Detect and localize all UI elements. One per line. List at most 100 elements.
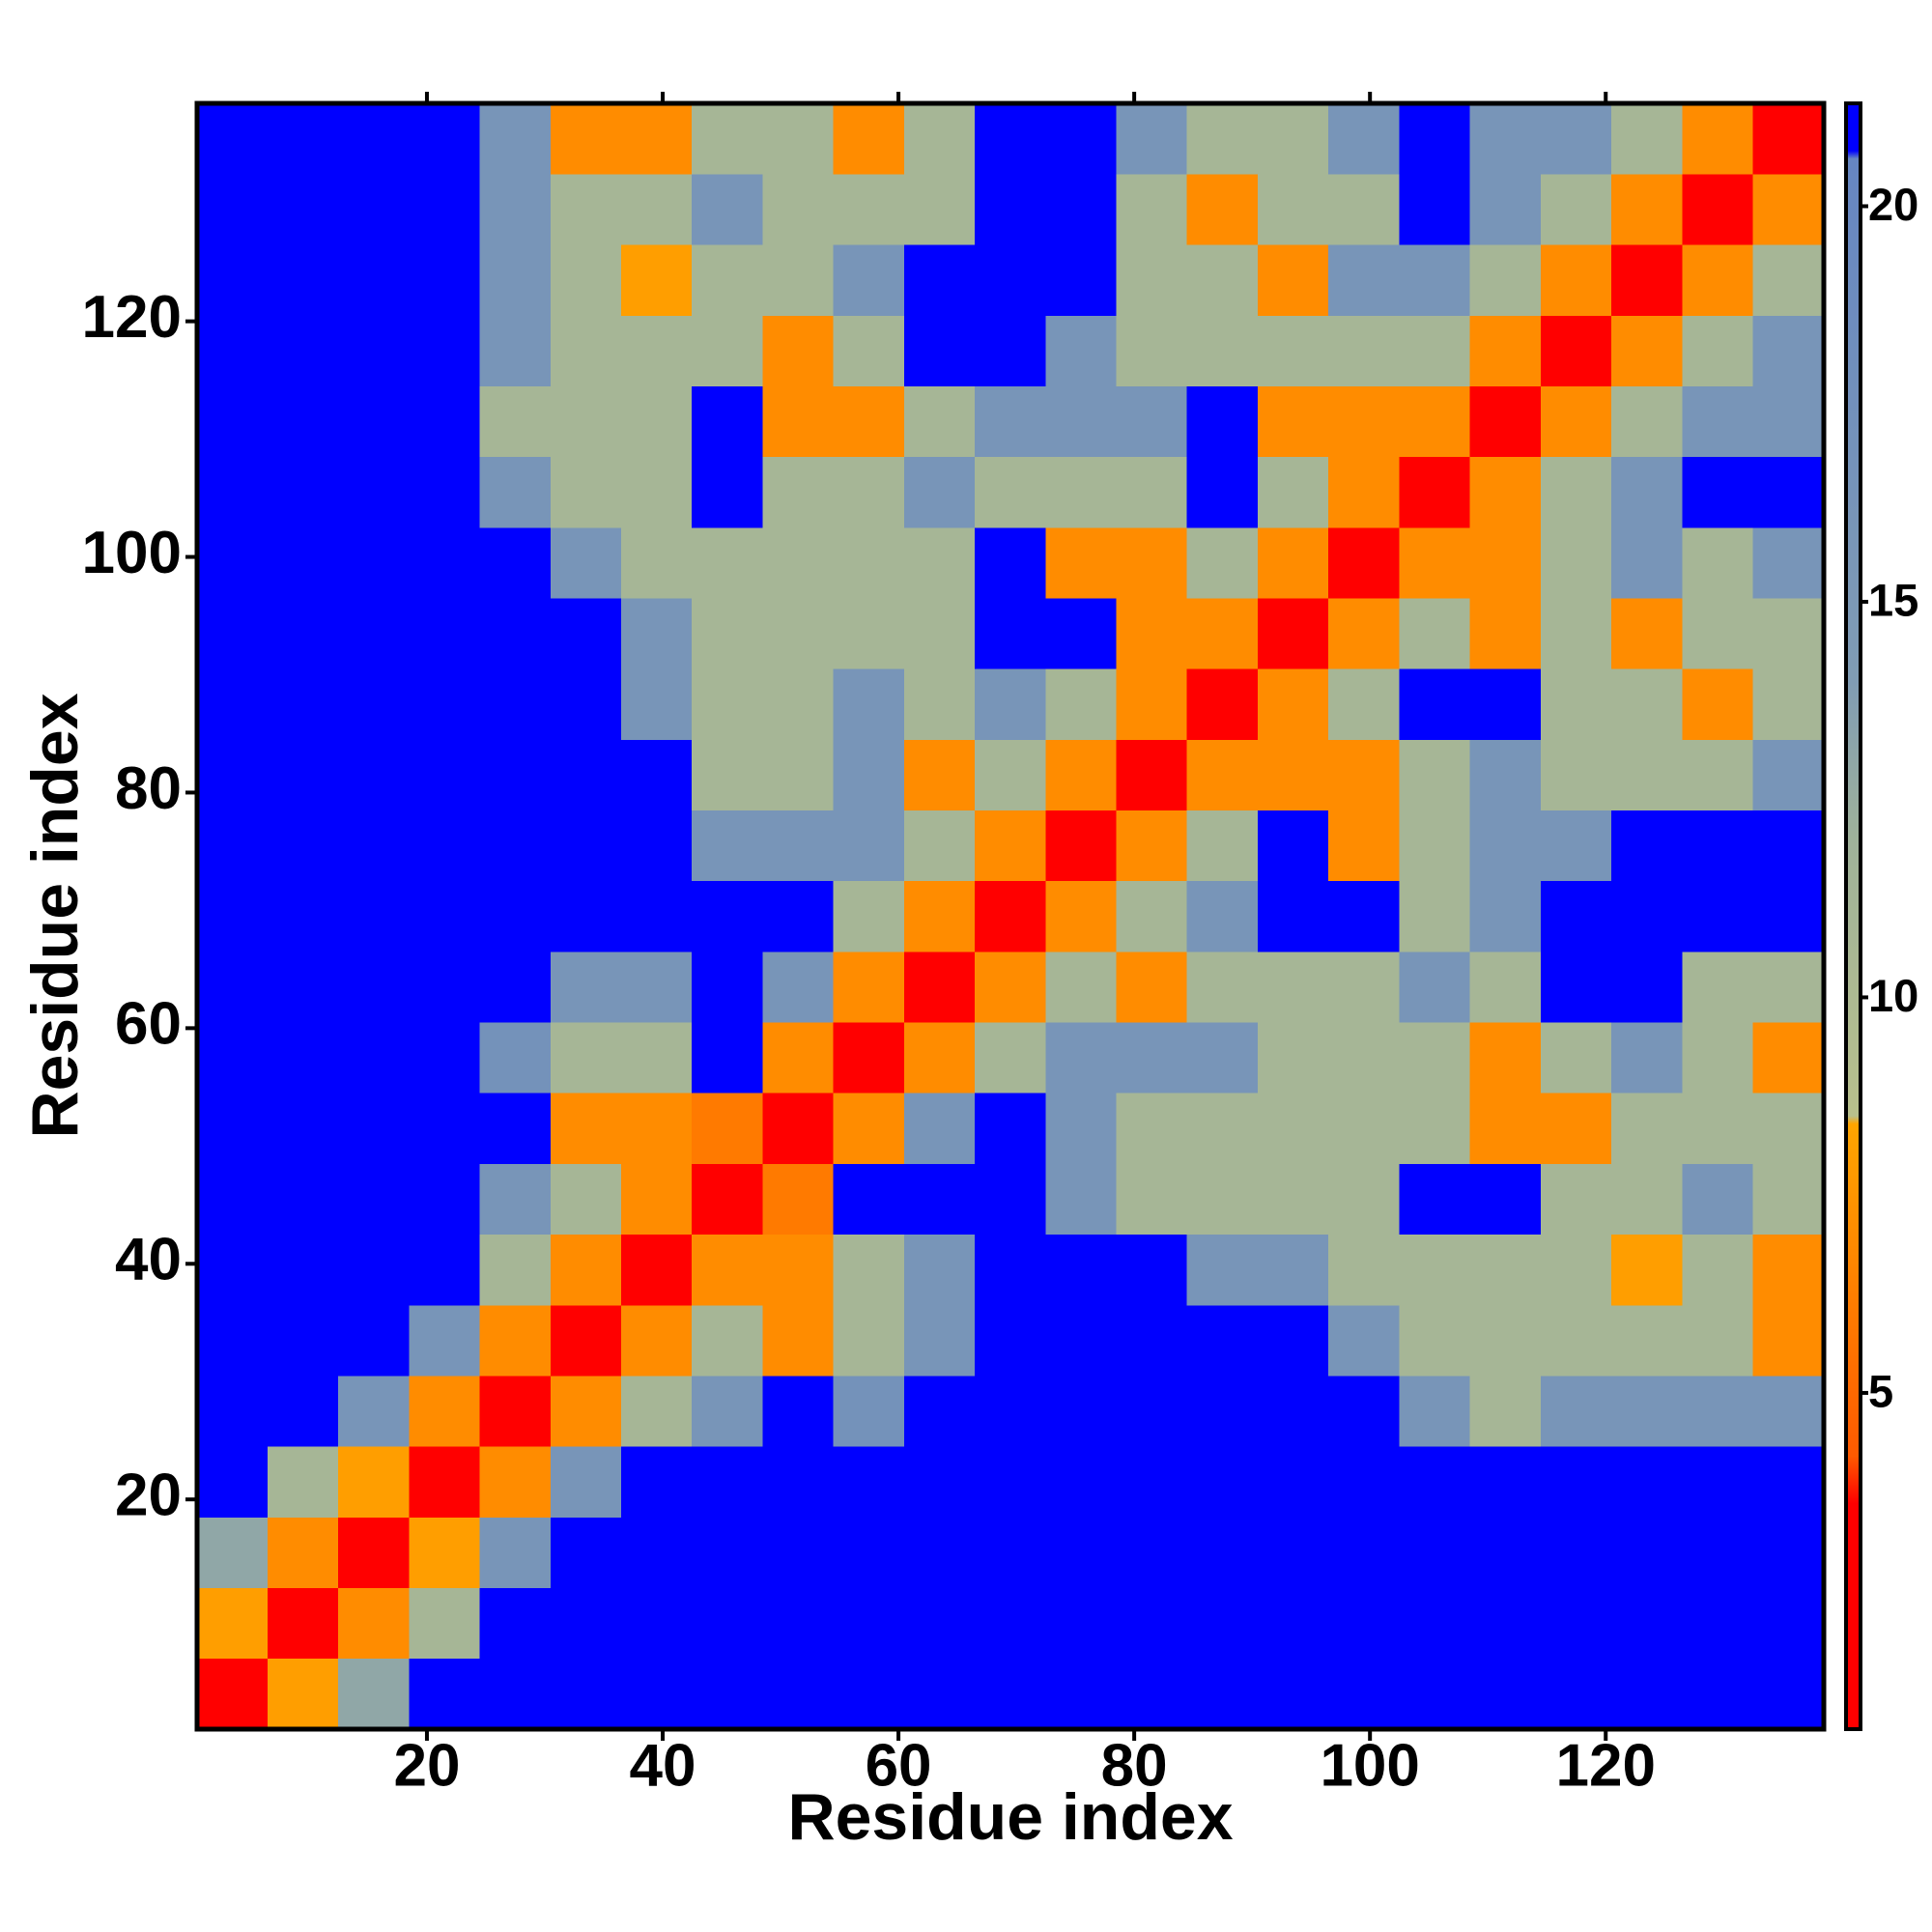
heatmap-cell [1611, 1234, 1683, 1306]
heatmap-cell [1611, 880, 1683, 952]
heatmap-cell [1611, 385, 1683, 458]
heatmap-cell [1186, 385, 1259, 458]
heatmap-cell [267, 597, 339, 669]
heatmap-cell [833, 1658, 905, 1730]
heatmap-cell [1540, 1587, 1612, 1660]
heatmap-cell [1399, 1234, 1471, 1306]
heatmap-cell [1257, 385, 1329, 458]
heatmap-cell [1045, 526, 1118, 599]
heatmap-cell [1045, 1021, 1118, 1094]
heatmap-cell [762, 1163, 835, 1236]
heatmap-cell [692, 1021, 764, 1094]
heatmap-cell [1611, 1517, 1683, 1588]
heatmap-cell [762, 880, 835, 952]
y-axis-label: Residue index [18, 693, 92, 1138]
heatmap-cell [1116, 1658, 1188, 1730]
heatmap-cell [550, 1375, 622, 1447]
heatmap-cell [1186, 1234, 1259, 1306]
heatmap-cell [1540, 1304, 1612, 1377]
heatmap-cell [550, 739, 622, 811]
heatmap-cell [1540, 1234, 1612, 1306]
heatmap-cell [975, 102, 1046, 175]
heatmap-cell [692, 1658, 764, 1730]
heatmap-cell [550, 385, 622, 458]
heatmap-cell [479, 597, 552, 669]
heatmap-cell [267, 739, 339, 811]
heatmap-cell [621, 951, 693, 1023]
heatmap-cell [975, 1517, 1046, 1588]
heatmap-cell [196, 102, 269, 175]
heatmap-cell [903, 456, 976, 528]
heatmap-cell [1752, 102, 1825, 175]
heatmap-cell [1328, 810, 1400, 882]
heatmap-cell [1682, 244, 1754, 316]
heatmap-cell [833, 951, 905, 1023]
heatmap-cell [1469, 810, 1542, 882]
heatmap-cell [833, 456, 905, 528]
heatmap-cell [1469, 739, 1542, 811]
heatmap-cell [338, 1093, 410, 1164]
heatmap-cell [1257, 102, 1329, 175]
heatmap-cell [1116, 951, 1188, 1023]
heatmap-cell [479, 1658, 552, 1730]
heatmap-cell [1045, 880, 1118, 952]
heatmap-cell [267, 173, 339, 245]
heatmap-cell [1540, 1021, 1612, 1094]
heatmap-cell [550, 173, 622, 245]
heatmap-cell [1045, 456, 1118, 528]
heatmap-cell [1116, 880, 1188, 952]
heatmap-cell [903, 1093, 976, 1164]
heatmap-cell [409, 810, 481, 882]
heatmap-cell [1682, 1587, 1754, 1660]
heatmap-cell [1752, 951, 1825, 1023]
heatmap-cell [1045, 810, 1118, 882]
heatmap-cell [196, 1517, 269, 1588]
heatmap-cell [1116, 810, 1188, 882]
heatmap-cell [903, 1517, 976, 1588]
heatmap-cell [409, 951, 481, 1023]
heatmap-cell [903, 668, 976, 740]
heatmap-cell [1540, 173, 1612, 245]
heatmap-cell [1469, 1163, 1542, 1236]
heatmap-cell [1752, 1446, 1825, 1518]
heatmap-cell [762, 597, 835, 669]
heatmap-cell [1116, 244, 1188, 316]
heatmap-cell [903, 1587, 976, 1660]
heatmap-cell [409, 244, 481, 316]
y-tick-label: 20 [115, 1463, 182, 1529]
heatmap-cell [1540, 951, 1612, 1023]
heatmap-cell [903, 1234, 976, 1306]
heatmap-cell [1257, 1093, 1329, 1164]
heatmap-cell [1682, 1446, 1754, 1518]
heatmap-cell [267, 880, 339, 952]
heatmap-cell [1186, 1517, 1259, 1588]
heatmap-cell [1045, 951, 1118, 1023]
heatmap-cell [479, 739, 552, 811]
heatmap-cell [1752, 810, 1825, 882]
heatmap-cell [975, 526, 1046, 599]
heatmap-cell [338, 102, 410, 175]
heatmap-cell [1399, 173, 1471, 245]
heatmap-cell [338, 526, 410, 599]
heatmap-cell [1186, 244, 1259, 316]
heatmap-cell [1399, 102, 1471, 175]
heatmap-cell [1611, 315, 1683, 386]
heatmap-cell [1611, 173, 1683, 245]
heatmap-cell [1399, 880, 1471, 952]
heatmap-cell [338, 1021, 410, 1094]
heatmap-cell [1752, 1163, 1825, 1236]
heatmap-cell [1469, 597, 1542, 669]
heatmap-cell [833, 1304, 905, 1377]
heatmap-cell [1611, 1446, 1683, 1518]
heatmap-cell [479, 385, 552, 458]
heatmap-cell [267, 1021, 339, 1094]
heatmap-cell [1257, 1517, 1329, 1588]
heatmap-cell [550, 1234, 622, 1306]
heatmap-cell [1682, 880, 1754, 952]
heatmap-cell [1752, 597, 1825, 669]
heatmap-cell [1328, 1093, 1400, 1164]
heatmap-cell [338, 810, 410, 882]
heatmap-cell [479, 1093, 552, 1164]
heatmap-cell [621, 880, 693, 952]
heatmap-cell [833, 668, 905, 740]
